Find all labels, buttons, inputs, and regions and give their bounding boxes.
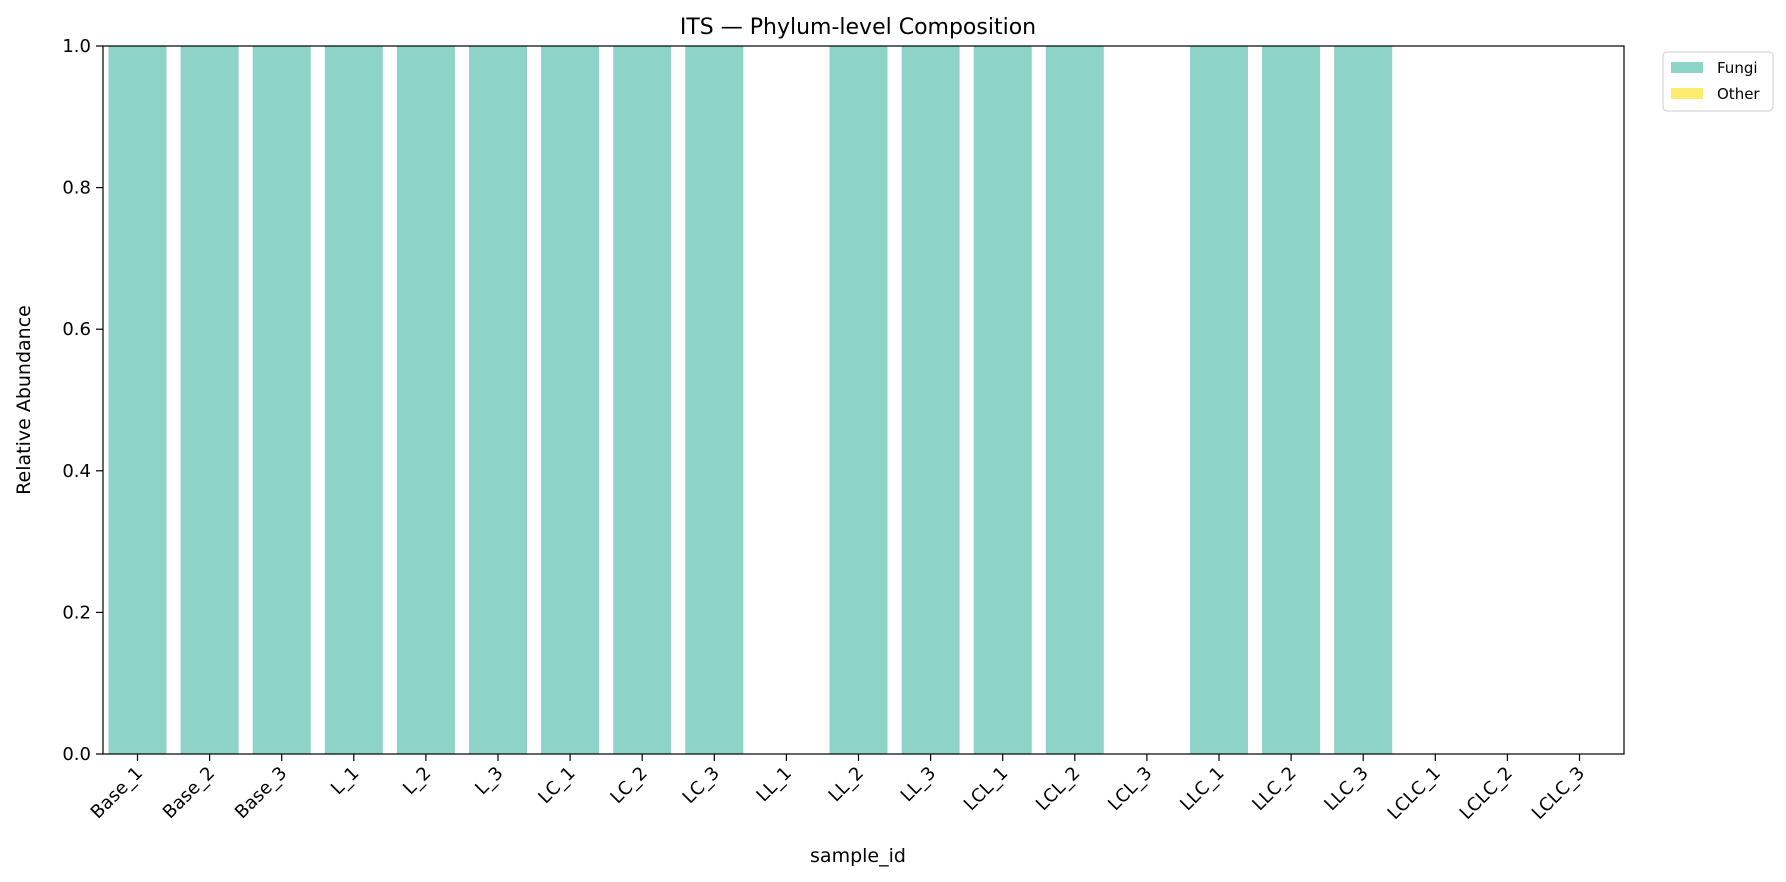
bar-fungi-base_3 bbox=[252, 46, 311, 754]
x-tick-label: Base_3 bbox=[231, 763, 291, 823]
plot-frame bbox=[102, 45, 1625, 755]
x-tick-label: LCLC_2 bbox=[1456, 763, 1517, 824]
y-tick-label: 0.8 bbox=[62, 178, 91, 199]
bar-fungi-lc_1 bbox=[541, 46, 600, 754]
bar-fungi-llc_3 bbox=[1334, 46, 1393, 754]
bar-fungi-l_3 bbox=[469, 46, 527, 754]
bar-fungi-base_1 bbox=[108, 46, 167, 754]
legend: Fungi Other bbox=[1662, 51, 1774, 112]
bar-fungi-llc_2 bbox=[1262, 46, 1321, 754]
x-tick-label: LCL_3 bbox=[1104, 763, 1156, 815]
x-tick-label: Base_2 bbox=[159, 763, 219, 823]
x-axis-label: sample_id bbox=[810, 845, 906, 867]
chart-title: ITS — Phylum-level Composition bbox=[680, 15, 1036, 40]
x-tick-label: LCLC_3 bbox=[1528, 763, 1589, 824]
legend-label-other: Other bbox=[1717, 85, 1760, 103]
x-tick-label: L_2 bbox=[399, 763, 435, 799]
bar-fungi-lc_2 bbox=[613, 46, 672, 754]
bar-fungi-base_2 bbox=[180, 46, 239, 754]
x-tick-label: LLC_1 bbox=[1176, 763, 1228, 815]
legend-swatch-fungi bbox=[1671, 62, 1703, 73]
bar-fungi-ll_3 bbox=[901, 46, 960, 754]
bar-fungi-lcl_2 bbox=[1045, 46, 1104, 754]
x-tick-label: LLC_2 bbox=[1248, 763, 1300, 815]
x-tick-label: LLC_3 bbox=[1320, 763, 1372, 815]
x-axis: Base_1 Base_2 Base_3 L_1 L_2 L_3 LC_1 LC_2 LC_3 L… bbox=[87, 754, 1589, 824]
x-tick-label: Base_1 bbox=[87, 763, 147, 823]
bar-fungi-l_1 bbox=[324, 46, 383, 754]
y-tick-label: 0.4 bbox=[62, 461, 91, 482]
x-tick-label: LCL_2 bbox=[1032, 763, 1084, 815]
x-tick-label: LCLC_1 bbox=[1384, 763, 1445, 824]
y-axis-label: Relative Abundance bbox=[13, 305, 35, 495]
x-tick-label: LL_3 bbox=[897, 763, 940, 806]
legend-swatch-other bbox=[1671, 88, 1703, 99]
bar-fungi-ll_2 bbox=[829, 46, 888, 754]
x-tick-label: LCL_1 bbox=[960, 763, 1012, 815]
y-axis: 0.0 0.2 0.4 0.6 0.8 1.0 bbox=[62, 36, 103, 765]
x-tick-label: L_3 bbox=[471, 763, 507, 799]
y-tick-label: 0.2 bbox=[62, 602, 91, 623]
bar-fungi-l_2 bbox=[396, 46, 455, 754]
y-tick-label: 1.0 bbox=[62, 36, 91, 57]
x-tick-label: LC_3 bbox=[679, 763, 724, 808]
legend-label-fungi: Fungi bbox=[1717, 59, 1758, 77]
bar-fungi-llc_1 bbox=[1190, 46, 1248, 754]
bar-fungi-lc_3 bbox=[685, 46, 744, 754]
x-tick-label: LC_2 bbox=[606, 763, 651, 808]
x-tick-label: LL_2 bbox=[825, 763, 868, 806]
y-tick-label: 0.6 bbox=[62, 319, 91, 340]
x-tick-label: LC_1 bbox=[534, 763, 579, 808]
bar-fungi-lcl_1 bbox=[973, 46, 1032, 754]
y-tick-label: 0.0 bbox=[62, 744, 91, 765]
x-tick-label: LL_1 bbox=[752, 763, 795, 806]
bars-layer bbox=[108, 46, 1393, 754]
x-tick-label: L_1 bbox=[327, 763, 363, 799]
